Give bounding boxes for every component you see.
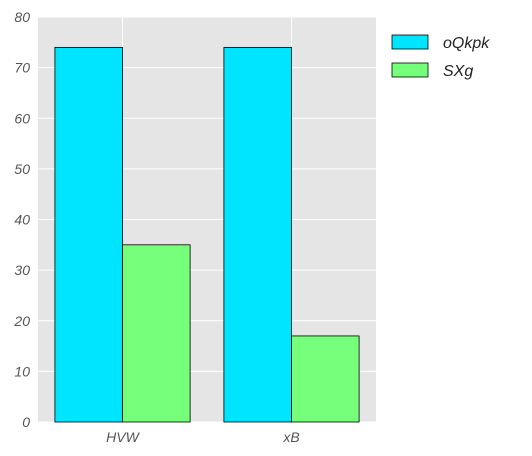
y-axis-ticks: 0 10 20 30 40 50 60 70 80 xyxy=(13,9,30,430)
y-tick-label: 40 xyxy=(14,212,30,228)
bar-SXg-HVW xyxy=(122,244,191,423)
bars xyxy=(54,46,360,423)
x-axis-ticks: HVW xB xyxy=(106,429,300,445)
y-tick-label: 30 xyxy=(14,262,30,278)
x-tick-label: HVW xyxy=(106,429,140,445)
y-tick-label: 20 xyxy=(13,313,30,329)
bar-oQkpk-xB xyxy=(223,46,292,423)
y-tick-label: 80 xyxy=(14,9,30,25)
bar-SXg-xB xyxy=(291,335,360,423)
legend: oQkpk SXg xyxy=(391,34,490,80)
legend-swatch-oQkpk xyxy=(391,34,429,50)
y-tick-label: 70 xyxy=(14,60,30,76)
legend-label-SXg: SXg xyxy=(443,63,473,80)
y-tick-label: 0 xyxy=(22,414,30,430)
legend-swatch-SXg xyxy=(391,62,429,78)
y-tick-label: 50 xyxy=(14,161,30,177)
y-tick-label: 10 xyxy=(14,363,30,379)
bar-oQkpk-HVW xyxy=(54,46,123,423)
legend-label-oQkpk: oQkpk xyxy=(443,35,490,52)
y-tick-label: 60 xyxy=(14,110,30,126)
x-tick-label: xB xyxy=(282,429,299,445)
